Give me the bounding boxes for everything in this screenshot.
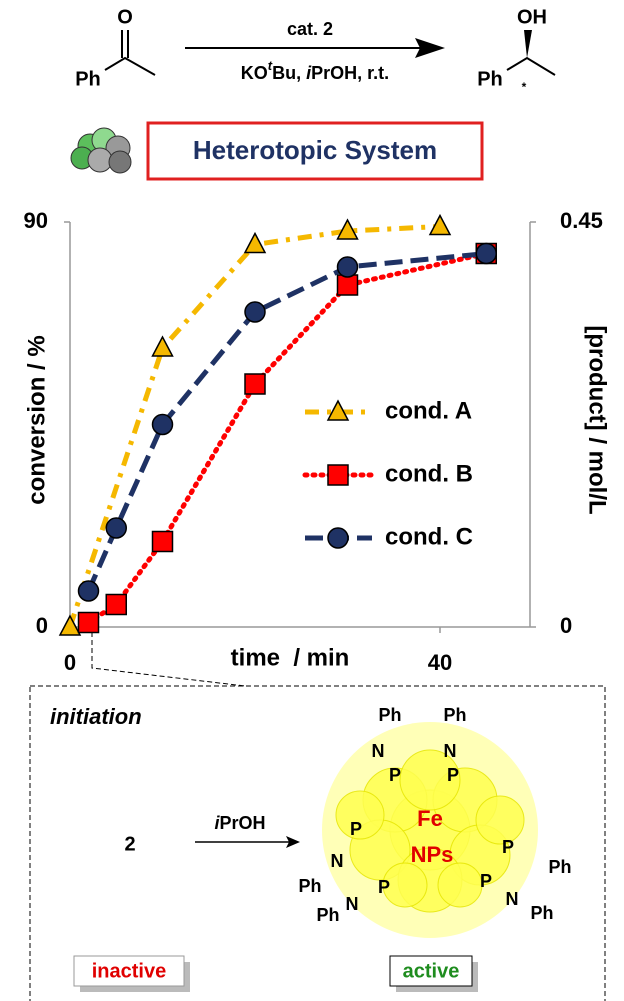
- nanoparticle: [322, 722, 538, 938]
- atom-label: P: [378, 877, 390, 897]
- marker: [151, 335, 174, 357]
- y-tick-label: 0: [36, 613, 48, 638]
- atom-label: N: [331, 851, 344, 871]
- marker: [77, 580, 100, 602]
- bond: [104, 56, 156, 76]
- y-tick-label: 90: [24, 208, 48, 233]
- marker: [336, 256, 359, 278]
- atom-label: Ph: [548, 857, 571, 877]
- legend-label: cond. B: [385, 460, 473, 487]
- particle: [475, 795, 525, 845]
- text: t: [268, 58, 273, 73]
- marker: [151, 413, 174, 436]
- legend-label: cond. C: [385, 523, 473, 550]
- marker: [475, 242, 497, 265]
- atom-label: N: [346, 894, 359, 914]
- atom-label: N: [372, 741, 385, 761]
- system-label: Heterotopic System: [193, 135, 437, 165]
- inactive-label: inactive: [92, 960, 166, 982]
- marker: [336, 274, 359, 296]
- text: KO: [241, 63, 268, 83]
- text: i: [214, 813, 220, 833]
- atom-label: Ph: [298, 876, 321, 896]
- oxygen: O: [117, 6, 133, 28]
- marker: [336, 218, 359, 240]
- y2-tick-label: 0: [560, 613, 572, 638]
- cluster-icon: [70, 127, 132, 174]
- x-axis-title: time / min: [231, 644, 350, 671]
- phenyl: Ph: [75, 68, 101, 90]
- atom-label: P: [502, 837, 514, 857]
- x-tick-label: 40: [428, 650, 452, 675]
- y-axis-title: conversion / %: [23, 335, 50, 504]
- legend-label: cond. A: [385, 397, 472, 424]
- y2-tick-label: 0.45: [560, 208, 603, 233]
- marker: [243, 231, 267, 254]
- reaction-scheme: O Ph cat. 2 KOtBu, iPrOH, r.t. OH Ph *: [75, 6, 556, 94]
- arrow-head: [286, 836, 300, 848]
- connector: [91, 632, 246, 687]
- active-box: [389, 955, 473, 987]
- atom-label: P: [447, 765, 459, 785]
- atom-label: P: [350, 819, 362, 839]
- wedge-bond: [524, 30, 532, 58]
- legend-marker: [326, 399, 350, 421]
- atom-label: Ph: [443, 705, 466, 725]
- text: Bu,: [272, 63, 306, 83]
- catalyst: cat. 2: [287, 19, 333, 39]
- atom-label: Ph: [378, 705, 401, 725]
- particle: [382, 862, 428, 908]
- reagent: iPrOH: [214, 813, 265, 833]
- marker: [428, 213, 452, 236]
- atom-label: N: [506, 889, 519, 909]
- panel-title: initiation: [50, 704, 142, 729]
- atom-label: P: [389, 765, 401, 785]
- particle: [437, 862, 483, 908]
- stereocenter: *: [522, 80, 527, 94]
- core-label: NPs: [411, 842, 454, 867]
- series-line: [86, 251, 487, 593]
- active-label: active: [403, 960, 460, 982]
- text: i: [306, 63, 312, 83]
- conditions: KOtBu, iPrOH, r.t.: [241, 58, 389, 82]
- atom-label: Ph: [316, 905, 339, 925]
- bond: [506, 56, 556, 76]
- core-label: Fe: [417, 806, 443, 831]
- x-tick-label: 0: [64, 650, 76, 675]
- marker: [105, 593, 127, 616]
- text: PrOH, r.t.: [311, 63, 389, 83]
- atom-label: Ph: [530, 903, 553, 923]
- marker: [105, 517, 127, 539]
- y2-axis-title: [product] / mol/L: [584, 325, 611, 514]
- atom-label: P: [480, 871, 492, 891]
- marker: [77, 611, 100, 634]
- text: PrOH: [220, 813, 266, 833]
- chart: 0 90 0 0.45 0 40 time / min conversion / % [prod…: [23, 208, 610, 675]
- marker: [244, 373, 266, 395]
- system-box: [146, 121, 484, 181]
- marker: [151, 530, 174, 553]
- marker: [244, 301, 266, 323]
- particle: [399, 749, 461, 811]
- precursor: 2: [124, 833, 135, 855]
- inactive-box: [73, 955, 185, 987]
- hydroxyl: OH: [517, 6, 547, 28]
- phenyl: Ph: [477, 68, 503, 90]
- particle: [335, 790, 385, 840]
- legend-marker: [327, 527, 349, 549]
- legend-marker: [327, 464, 349, 486]
- marker: [58, 614, 82, 636]
- arrow-head: [415, 38, 445, 58]
- atom-label: N: [444, 741, 457, 761]
